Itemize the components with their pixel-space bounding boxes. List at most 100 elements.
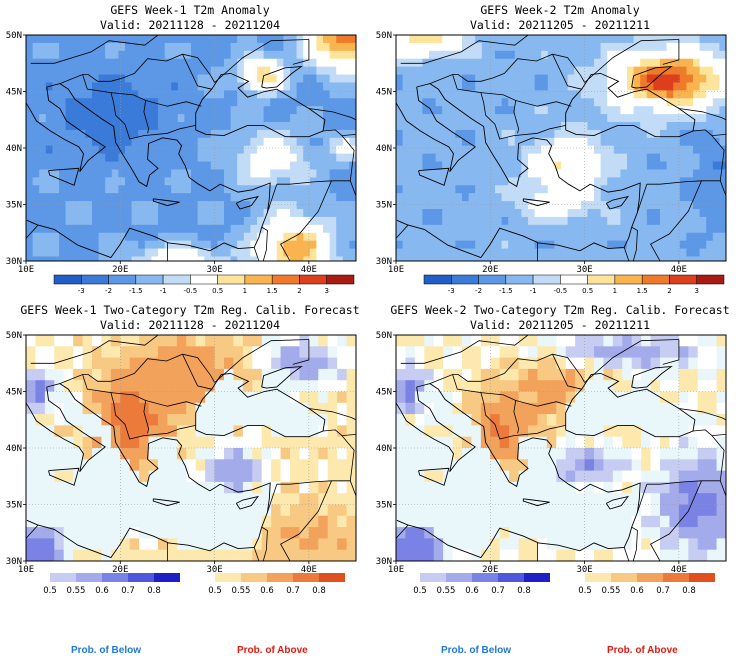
colorbar-swatch (689, 573, 715, 582)
colorbar-swatch (637, 573, 663, 582)
panel4-valid: Valid: 20211205 - 20211211 (469, 318, 650, 332)
week1-above-colorbar: 0.5 0.55 0.6 0.7 0.8 (208, 573, 345, 596)
colorbar-label: 0.55 (67, 586, 86, 596)
lat-tick-label: 35N (6, 201, 22, 211)
lon-tick-label: 10E (388, 565, 404, 575)
prob-above-label-left: Prob. of Above (237, 645, 308, 656)
lat-tick-label: 30N (6, 557, 22, 567)
prob-below-label-right: Prob. of Below (441, 645, 511, 656)
panel3-title-block: GEFS Week-1 Two-Category T2m Reg. Calib.… (10, 303, 370, 333)
prob-below-label-left: Prob. of Below (71, 645, 141, 656)
week2-below-colorbar: 0.5 0.55 0.6 0.7 0.8 (413, 573, 550, 596)
colorbar-swatch (451, 274, 479, 285)
colorbar-label: 0.8 (517, 586, 531, 596)
lat-tick-label: 50N (376, 331, 392, 341)
week1-anomaly-colorbar: -3 -2 -1.5 -1 -0.5 0.5 1 1.5 2 3 (53, 274, 355, 295)
colorbar-swatch (271, 274, 300, 285)
colorbar-swatch (423, 274, 452, 285)
colorbar-label: 0.6 (465, 586, 479, 596)
colorbar-swatch (472, 573, 498, 582)
panel3-title: GEFS Week-1 Two-Category T2m Reg. Calib.… (20, 303, 360, 317)
lon-tick-label: 30E (576, 265, 592, 275)
panel4-title: GEFS Week-2 Two-Category T2m Reg. Calib.… (390, 303, 730, 317)
colorbar-label: -0.5 (184, 287, 198, 295)
colorbar-label: 0.5 (43, 586, 57, 596)
colorbar-swatch (326, 274, 355, 285)
colorbar-swatch (190, 274, 218, 285)
colorbar-label: 1 (243, 287, 247, 295)
lon-tick-label: 20E (112, 265, 128, 275)
colorbar-swatch (162, 274, 191, 285)
colorbar-swatch (293, 573, 319, 582)
lat-tick-label: 30N (376, 257, 392, 267)
lat-tick-label: 30N (6, 257, 22, 267)
colorbar-label: 0.55 (437, 586, 456, 596)
lat-tick-label: 30N (376, 557, 392, 567)
colorbar-label: 0.5 (578, 586, 592, 596)
colorbar-swatch (498, 573, 524, 582)
lat-tick-label: 40N (376, 444, 392, 454)
lon-tick-label: 40E (671, 265, 687, 275)
lon-tick-label: 40E (671, 565, 687, 575)
week1-below-colorbar: 0.5 0.55 0.6 0.7 0.8 (43, 573, 180, 596)
panel1-title: GEFS Week-1 T2m Anomaly (110, 3, 270, 17)
lon-tick-label: 40E (301, 265, 317, 275)
week2-anomaly-colorbar: -3 -2 -1.5 -1 -0.5 0.5 1 1.5 2 3 (423, 274, 725, 295)
colorbar-label: 0.55 (602, 586, 621, 596)
colorbar-label: 0.5 (582, 287, 593, 295)
lat-tick-label: 45N (376, 388, 392, 398)
colorbar-label: 0.5 (212, 287, 223, 295)
colorbar-label: 0.6 (95, 586, 109, 596)
colorbar-swatch (81, 274, 109, 285)
colorbar-label: -2 (105, 287, 112, 295)
colorbar-swatch (587, 274, 616, 285)
colorbar-label: 0.6 (630, 586, 644, 596)
lat-tick-label: 40N (6, 444, 22, 454)
colorbar-swatch (611, 573, 637, 582)
lat-tick-label: 45N (6, 88, 22, 98)
colorbar-swatch (319, 573, 345, 582)
colorbar-label: 3 (324, 287, 328, 295)
lat-tick-label: 50N (376, 31, 392, 41)
colorbar-label: -1.5 (129, 287, 143, 295)
colorbar-swatch (669, 274, 697, 285)
panel2-title-block: GEFS Week-2 T2m Anomaly Valid: 20211205 … (395, 3, 725, 33)
colorbar-swatch (241, 573, 267, 582)
colorbar-swatch (420, 573, 446, 582)
colorbar-swatch (76, 573, 102, 582)
colorbar-swatch (614, 274, 643, 285)
lon-tick-label: 30E (576, 565, 592, 575)
colorbar-swatch (128, 573, 154, 582)
lon-tick-label: 20E (482, 565, 498, 575)
lat-tick-label: 40N (376, 144, 392, 154)
lon-tick-label: 30E (206, 565, 222, 575)
lat-tick-label: 50N (6, 331, 22, 341)
colorbar-label: 0.8 (147, 586, 161, 596)
colorbar-label: 0.55 (232, 586, 251, 596)
lon-tick-label: 40E (301, 565, 317, 575)
colorbar-swatch (135, 274, 164, 285)
colorbar-swatch (524, 573, 550, 582)
colorbar-swatch (663, 573, 689, 582)
lon-tick-label: 10E (18, 265, 34, 275)
colorbar-swatch (217, 274, 246, 285)
lon-tick-label: 10E (18, 565, 34, 575)
colorbar-swatch (696, 274, 725, 285)
colorbar-swatch (267, 573, 293, 582)
prob-above-label-right: Prob. of Above (607, 645, 678, 656)
panel3-valid: Valid: 20211128 - 20211204 (99, 318, 280, 332)
lat-tick-label: 45N (376, 88, 392, 98)
panel2-title: GEFS Week-2 T2m Anomaly (480, 3, 640, 17)
colorbar-label: 0.5 (413, 586, 427, 596)
colorbar-label: 0.8 (312, 586, 326, 596)
colorbar-swatch (446, 573, 472, 582)
colorbar-label: -3 (448, 287, 455, 295)
week2-above-colorbar: 0.5 0.55 0.6 0.7 0.8 (578, 573, 715, 596)
colorbar-label: 0.8 (682, 586, 696, 596)
lat-tick-label: 40N (6, 144, 22, 154)
lon-tick-label: 20E (112, 565, 128, 575)
colorbar-label: 1.5 (267, 287, 278, 295)
lat-tick-label: 35N (376, 201, 392, 211)
